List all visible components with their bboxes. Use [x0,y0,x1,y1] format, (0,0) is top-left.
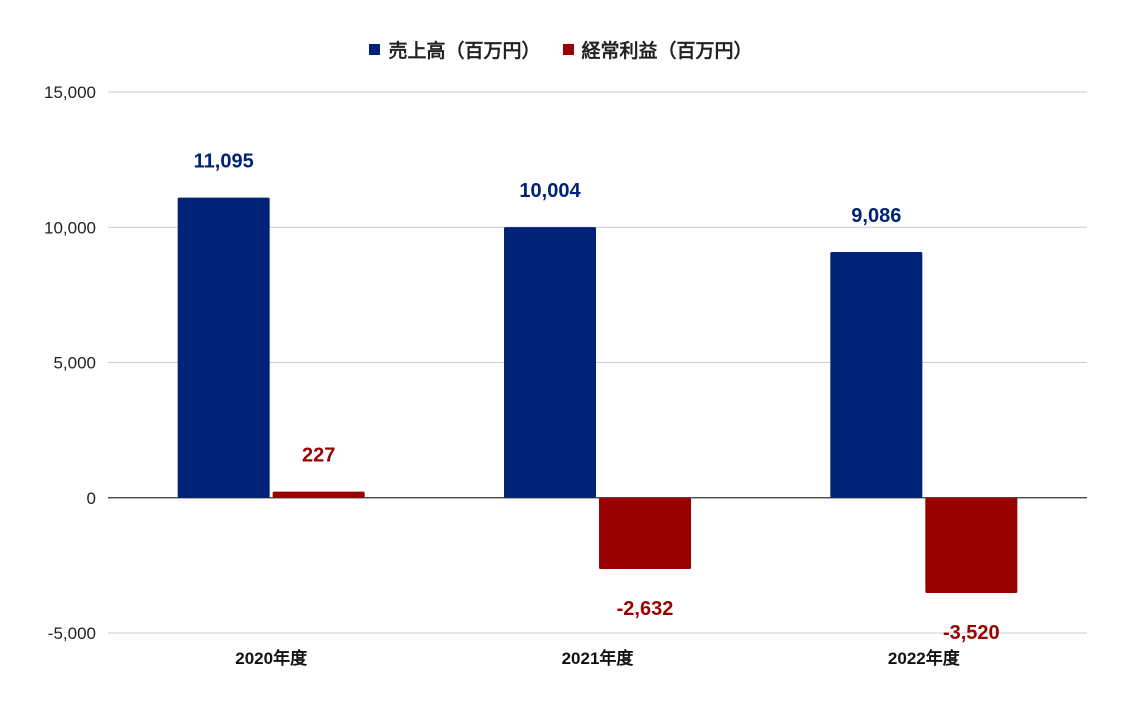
legend-item-sales: 売上高（百万円） [369,36,541,63]
legend-swatch-ordinary-profit [562,44,574,55]
data-label-sales-2: 9,086 [851,205,901,227]
grid-lines [108,91,1087,634]
data-label-ordinary-profit-0: 227 [302,445,335,467]
bar-ordinary-profit-1 [599,497,691,569]
data-label-ordinary-profit-1: -2,632 [617,598,674,620]
x-category-label: 2020年度 [235,648,308,668]
legend-label-sales: 売上高（百万円） [388,40,541,62]
bars [177,197,1018,593]
data-label-sales-0: 11,095 [194,151,254,173]
bar-ordinary-profit-2 [925,497,1018,593]
y-tick-label: 10,000 [44,218,96,237]
y-axis: -5,000 0 5,000 10,000 15,000 [44,83,96,643]
legend: 売上高（百万円） 経常利益（百万円） [0,36,1122,63]
x-category-label: 2021年度 [562,648,635,668]
bar-sales-2 [830,251,923,498]
legend-swatch-sales [369,44,381,55]
data-label-ordinary-profit-2: -3,520 [943,622,1000,644]
legend-label-ordinary-profit: 経常利益（百万円） [581,40,753,62]
y-tick-label: -5,000 [48,624,96,643]
y-tick-label: 5,000 [53,354,96,373]
data-label-sales-1: 10,004 [519,180,581,202]
bar-ordinary-profit-0 [272,491,365,498]
x-axis: 2020年度 2021年度 2022年度 [235,648,960,668]
data-labels: 11,095 227 10,004 -2,632 9,086 -3,520 [194,151,1000,644]
y-tick-label: 0 [87,489,96,508]
bar-sales-0 [177,197,270,498]
legend-item-ordinary-profit: 経常利益（百万円） [562,36,753,63]
bar-sales-1 [504,227,596,498]
y-tick-label: 15,000 [44,83,96,102]
x-category-label: 2022年度 [888,648,961,668]
